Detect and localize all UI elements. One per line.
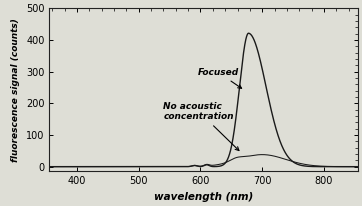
Text: Focused: Focused [197, 68, 241, 88]
Text: No acoustic
concentration: No acoustic concentration [164, 102, 239, 151]
X-axis label: wavelength (nm): wavelength (nm) [154, 192, 253, 202]
Y-axis label: fluorescence signal (counts): fluorescence signal (counts) [12, 18, 20, 162]
